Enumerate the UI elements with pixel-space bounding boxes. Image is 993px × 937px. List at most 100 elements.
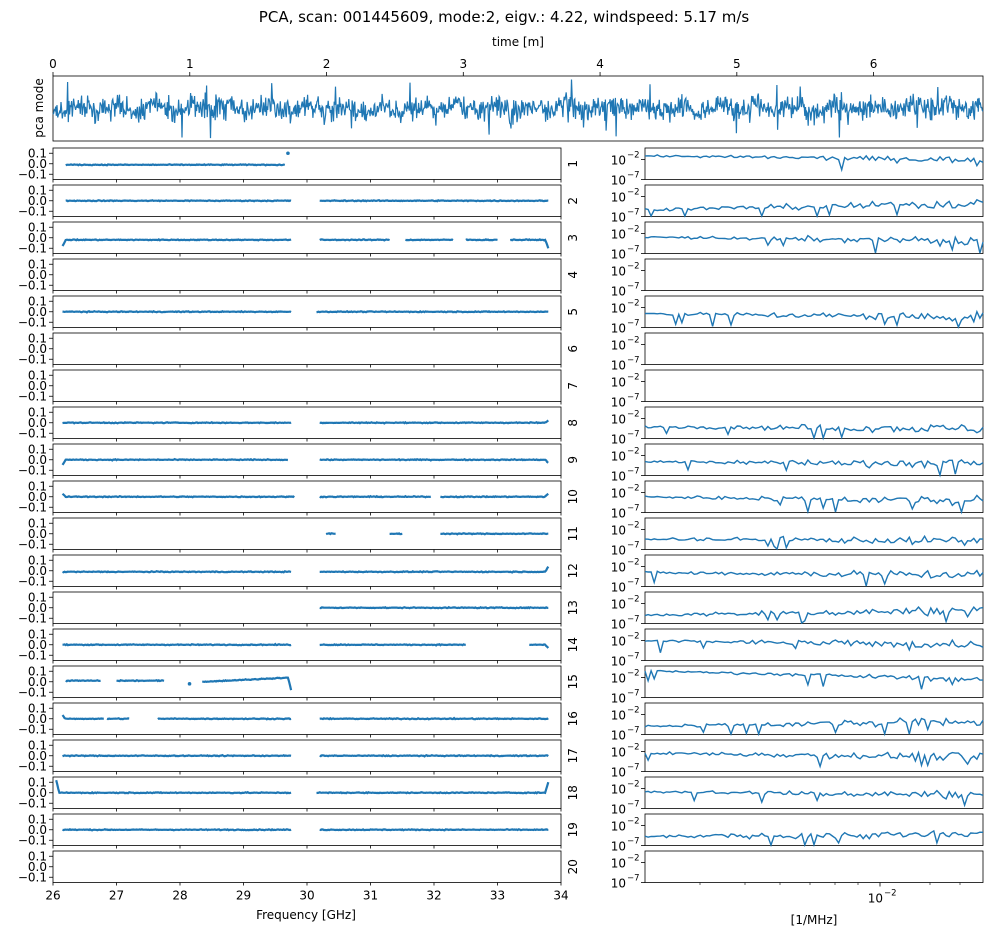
feed-panel-frame	[52, 258, 562, 291]
spectrum-ytick-exponent: −7	[627, 319, 640, 329]
spectrum-ytick-base: 10	[611, 672, 626, 686]
spectrum-panel-frame	[644, 665, 984, 698]
spectrum-ytick-base: 10	[611, 191, 626, 205]
feed-ytick-label: 0.0	[28, 231, 47, 245]
feed-number-label: 10	[566, 489, 580, 504]
spectrum-panel-frame	[644, 332, 984, 365]
spectrum-ytick-exponent: −7	[627, 282, 640, 292]
feed-ytick-label: 0.0	[28, 823, 47, 837]
spectrum-ytick-base: 10	[611, 450, 626, 464]
feed-data-segment	[510, 238, 550, 249]
feed-ytick-label: −0.1	[18, 870, 47, 884]
feed-ytick-label: 0.1	[28, 849, 47, 863]
spectrum-panel-frame	[644, 554, 984, 587]
feed-xtick-label: 30	[299, 889, 314, 903]
feed-ytick-label: 0.1	[28, 257, 47, 271]
feed-ytick-label: 0.1	[28, 368, 47, 382]
feed-ytick-label: −0.1	[18, 389, 47, 403]
feed-data-segment	[62, 642, 292, 647]
feed-number-label: 1	[566, 160, 580, 168]
spectrum-ytick-exponent: −7	[627, 874, 640, 884]
spectrum-ytick-exponent: −2	[627, 484, 640, 494]
spectrum-ytick-exponent: −2	[627, 854, 640, 864]
feed-ytick-label: 0.1	[28, 553, 47, 567]
spectrum-ytick-exponent: −2	[627, 336, 640, 346]
feed-data-segment	[319, 199, 549, 203]
spectrum-panel-frame	[644, 628, 984, 661]
feed-ytick-label: 0.0	[28, 490, 47, 504]
feed-data-segment	[157, 717, 292, 721]
feed-panel-frame	[52, 332, 562, 365]
spectrum-ytick-base: 10	[611, 820, 626, 834]
feed-ytick-label: 0.0	[28, 860, 47, 874]
feed-data-segment	[62, 421, 292, 425]
feed-ytick-label: 0.0	[28, 453, 47, 467]
feed-ytick-label: 0.0	[28, 416, 47, 430]
spectrum-ytick-exponent: −2	[627, 151, 640, 161]
feed-ytick-label: 0.0	[28, 379, 47, 393]
figure-title: PCA, scan: 001445609, mode:2, eigv.: 4.2…	[259, 8, 750, 26]
feed-number-label: 6	[566, 345, 580, 353]
feed-data-segment	[319, 238, 390, 242]
feed-ytick-label: 0.0	[28, 712, 47, 726]
feed-xtick-label: 31	[363, 889, 378, 903]
spectrum-ytick-base: 10	[611, 376, 626, 390]
spectrum-ytick-base: 10	[611, 766, 626, 780]
spectrum-ytick-exponent: −7	[627, 430, 640, 440]
feed-number-label: 2	[566, 197, 580, 205]
spectrum-ytick-exponent: −2	[627, 188, 640, 198]
top-xtick-label: 2	[323, 57, 331, 71]
spectrum-ytick-base: 10	[611, 581, 626, 595]
spectrum-ytick-base: 10	[611, 857, 626, 871]
spectrum-trace	[644, 458, 984, 478]
feed-data-segment	[106, 717, 130, 721]
spectrum-panel-frame	[644, 369, 984, 402]
spectrum-ytick-base: 10	[611, 322, 626, 336]
spectrum-ytick-exponent: −2	[627, 595, 640, 605]
feed-number-label: 17	[566, 748, 580, 763]
spectrum-ytick-base: 10	[611, 803, 626, 817]
feed-data-segment	[61, 714, 104, 721]
feed-data-segment	[316, 310, 549, 314]
spectrum-ytick-base: 10	[611, 655, 626, 669]
spectrum-ytick-base: 10	[611, 174, 626, 188]
spectrum-ytick-exponent: −7	[627, 245, 640, 255]
spectrum-trace	[644, 829, 984, 848]
feed-ytick-label: 0.1	[28, 220, 47, 234]
feed-data-segment	[439, 492, 549, 499]
feed-number-label: 3	[566, 234, 580, 242]
spectrum-ytick-base: 10	[611, 709, 626, 723]
spectrum-ytick-exponent: −2	[627, 780, 640, 790]
spectrum-xlabel: [1/MHz]	[791, 913, 838, 927]
spectrum-trace	[644, 423, 984, 441]
spectrum-trace	[644, 154, 984, 173]
feed-ytick-label: −0.1	[18, 463, 47, 477]
spectrum-ytick-exponent: −7	[627, 763, 640, 773]
feed-ytick-label: 0.1	[28, 294, 47, 308]
feed-ytick-label: −0.1	[18, 537, 47, 551]
feed-data-segment	[405, 238, 454, 242]
spectrum-panel-frame	[644, 776, 984, 809]
spectrum-ytick-base: 10	[611, 692, 626, 706]
spectrum-trace	[644, 638, 984, 653]
feed-ytick-label: 0.1	[28, 627, 47, 641]
spectrum-ytick-exponent: −2	[627, 706, 640, 716]
spectrum-ytick-base: 10	[611, 265, 626, 279]
spectrum-ytick-exponent: −2	[627, 262, 640, 272]
feed-xtick-label: 32	[426, 889, 441, 903]
feed-data-segment	[319, 457, 549, 464]
feed-number-label: 14	[566, 637, 580, 652]
spectrum-ytick-base: 10	[611, 618, 626, 632]
spectrum-ytick-base: 10	[611, 561, 626, 575]
feed-ytick-label: 0.1	[28, 331, 47, 345]
feed-ytick-label: 0.1	[28, 775, 47, 789]
spectrum-ytick-exponent: −7	[627, 837, 640, 847]
spectrum-xtick-exponent: −2	[884, 889, 897, 899]
feed-ytick-label: −0.1	[18, 685, 47, 699]
spectrum-ytick-base: 10	[611, 413, 626, 427]
feed-ytick-label: −0.1	[18, 796, 47, 810]
feed-ytick-label: 0.0	[28, 342, 47, 356]
feed-xlabel: Frequency [GHz]	[256, 908, 356, 922]
spectrum-panel-frame	[644, 517, 984, 550]
